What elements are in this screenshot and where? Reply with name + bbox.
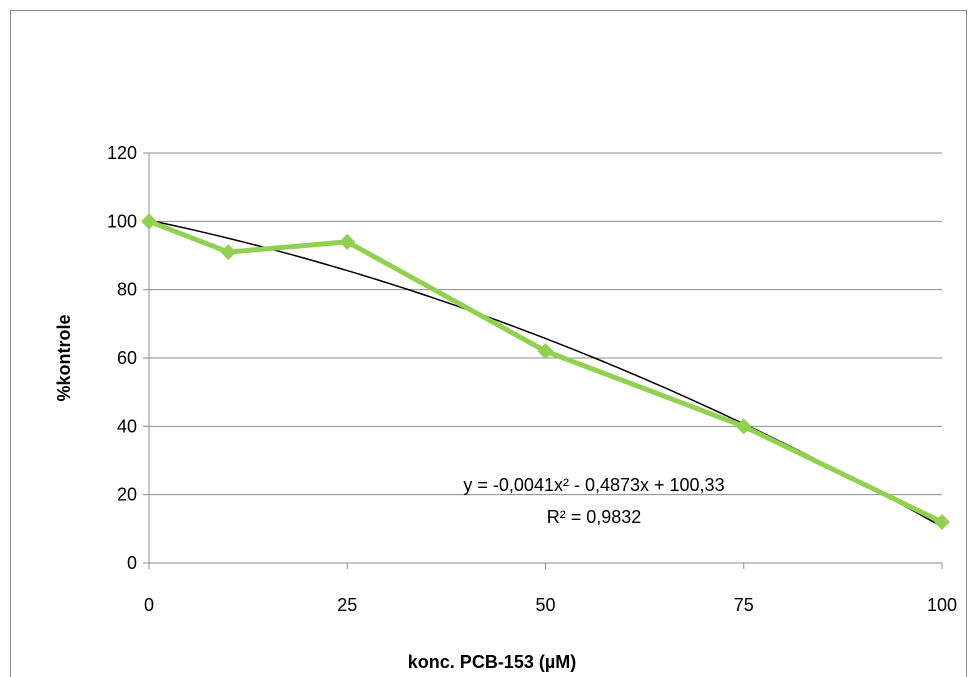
chart-frame xyxy=(10,10,967,677)
trendline-equation: y = -0,0041x² - 0,4873x + 100,33 xyxy=(463,475,724,495)
y-tick-label: 0 xyxy=(127,553,137,573)
y-axis-label: %kontrole xyxy=(54,314,74,401)
y-tick-label: 20 xyxy=(117,485,137,505)
data-series xyxy=(141,213,950,530)
x-tick-label: 100 xyxy=(927,595,957,615)
x-tick-label: 0 xyxy=(144,595,154,615)
gridlines xyxy=(149,152,942,496)
data-point-0 xyxy=(141,213,157,230)
y-tick-label: 40 xyxy=(117,416,137,436)
y-tick-label: 100 xyxy=(107,211,137,231)
y-tick-label: 120 xyxy=(107,143,137,163)
data-point-10 xyxy=(220,244,237,261)
data-point-75 xyxy=(735,418,752,435)
series-line-0 xyxy=(148,219,944,525)
axes: 0 20 40 60 80 100 120 0 25 50 75 100 xyxy=(107,143,957,615)
labels: konc. PCB-153 (µM) %kontrole y = -0,0041… xyxy=(54,314,725,672)
y-tick-label: 80 xyxy=(117,280,137,300)
x-tick-label: 75 xyxy=(734,595,754,615)
trendline-r-squared: R² = 0,9832 xyxy=(547,507,642,527)
x-axis-label: konc. PCB-153 (µM) xyxy=(408,652,576,672)
data-point-25 xyxy=(339,233,356,250)
data-point-100 xyxy=(934,514,950,530)
x-tick-label: 25 xyxy=(337,595,357,615)
data-point-50 xyxy=(537,343,554,360)
y-tick-label: 60 xyxy=(117,348,137,368)
x-tick-label: 50 xyxy=(535,595,555,615)
